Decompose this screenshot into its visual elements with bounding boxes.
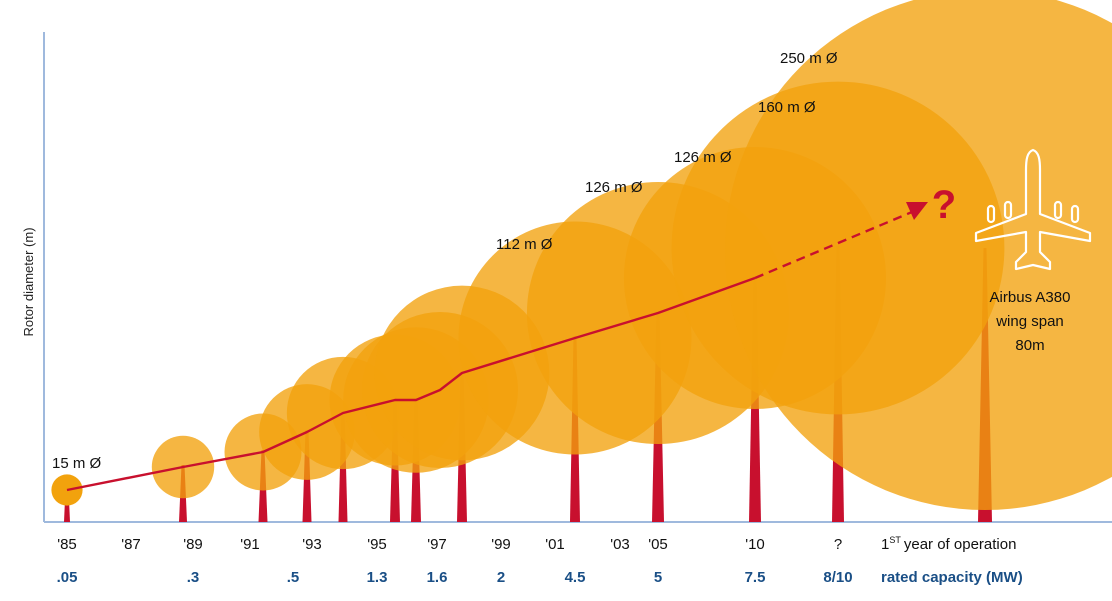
year-tick-10: '05: [648, 536, 668, 553]
year-ticks-layer: '85 '87 '89 '91 '93 '95 '97 '99 '01 '03 '05 '10?: [57, 536, 842, 553]
capacity-tick-3: 1.3: [367, 569, 388, 586]
x-axis-caption: 1ST year of operation: [881, 535, 1016, 553]
year-tick-2: '89: [183, 536, 203, 553]
x-axis-caption-text: year of operation: [904, 536, 1017, 553]
capacity-tick-2: .5: [287, 569, 300, 586]
x-axis-caption-prefix: 1: [881, 536, 889, 553]
capacity-tick-5: 2: [497, 569, 505, 586]
capacity-tick-9: 8/10: [823, 569, 852, 586]
a380-label-line1: Airbus A380: [990, 289, 1071, 306]
trend-projection: [754, 210, 913, 280]
x-axis-caption-superscript: ST: [889, 535, 901, 545]
diameter-label-1: 112 m Ø: [496, 236, 553, 253]
rotor-bubble-13: [725, 0, 1112, 510]
airplane-icon: [974, 148, 1092, 271]
y-axis-label: Rotor diameter (m): [21, 227, 36, 336]
diameter-label-2: 126 m Ø: [585, 179, 643, 196]
capacity-tick-8: 7.5: [745, 569, 766, 586]
year-tick-12: ?: [834, 536, 842, 553]
capacity-tick-0: .05: [57, 569, 78, 586]
capacity-tick-6: 4.5: [565, 569, 586, 586]
year-tick-8: '01: [545, 536, 565, 553]
diameter-label-0: 15 m Ø: [52, 455, 102, 472]
diameter-labels-layer: 15 m Ø 112 m Ø 126 m Ø 126 m Ø 160 m Ø 250 m …: [52, 50, 838, 472]
year-tick-6: '97: [427, 536, 447, 553]
year-tick-3: '91: [240, 536, 260, 553]
bubbles-layer: [51, 0, 1112, 510]
capacity-tick-7: 5: [654, 569, 662, 586]
diameter-label-3: 126 m Ø: [674, 149, 732, 166]
year-tick-7: '99: [491, 536, 511, 553]
year-tick-5: '95: [367, 536, 387, 553]
trend-arrowhead: [906, 202, 928, 220]
capacity-tick-4: 1.6: [427, 569, 448, 586]
trend-layer: [66, 202, 928, 492]
diameter-label-5: 250 m Ø: [780, 50, 838, 67]
a380-label-line2: wing span: [995, 313, 1064, 330]
trend-line: [66, 276, 756, 492]
year-tick-11: '10: [745, 536, 765, 553]
a380-label-line3: 80m: [1015, 337, 1044, 354]
year-tick-1: '87: [121, 536, 141, 553]
year-tick-0: '85: [57, 536, 77, 553]
capacity-ticks-layer: .05 .3 .5 1.3 1.6 2 4.5 5 7.5 8/10: [57, 569, 853, 586]
diameter-label-4: 160 m Ø: [758, 99, 816, 116]
year-tick-4: '93: [302, 536, 322, 553]
year-tick-9: '03: [610, 536, 630, 553]
trend-question-mark: ?: [932, 183, 956, 227]
capacity-tick-1: .3: [187, 569, 200, 586]
capacity-caption: rated capacity (MW): [881, 569, 1023, 586]
